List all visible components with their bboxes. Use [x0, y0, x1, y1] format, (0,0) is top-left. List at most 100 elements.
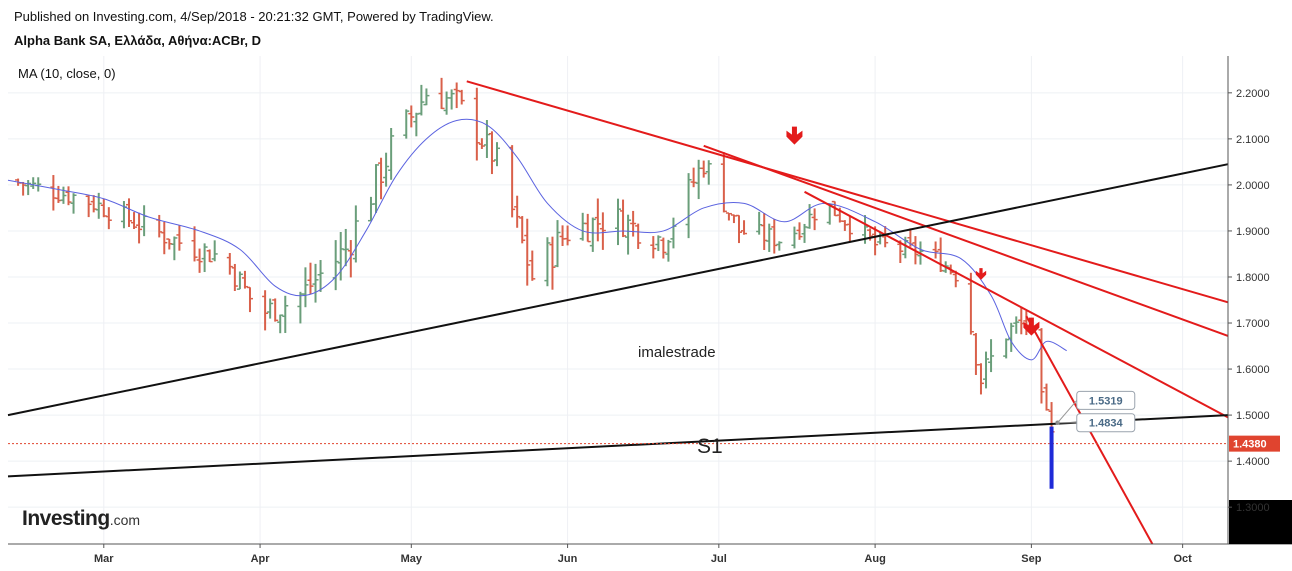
y-tick-label: 2.2000 [1236, 88, 1270, 100]
y-tick-label: 2.1000 [1236, 134, 1270, 146]
x-tick-label: Mar [94, 553, 114, 565]
ohlc-bar [448, 89, 455, 110]
y-tick-label: 1.6000 [1236, 364, 1270, 376]
ohlc-bar [282, 295, 289, 333]
y-tick-label: 1.5000 [1236, 410, 1270, 422]
down-arrows [786, 126, 1040, 336]
ohlc-bar [589, 217, 596, 252]
ohlc-bar [272, 298, 279, 322]
ohlc-bar [720, 152, 727, 213]
price-callout-label: 1.4834 [1089, 418, 1124, 430]
investing-logo[interactable]: Investing.com [22, 507, 140, 531]
down-arrow-icon [1023, 317, 1040, 336]
ohlc-bar [65, 186, 72, 206]
ohlc-bar [211, 240, 218, 262]
ohlc-bar [458, 89, 465, 105]
ohlc-bar [262, 290, 269, 331]
ohlc-bar [226, 253, 233, 275]
x-tick-label: May [401, 553, 423, 565]
ohlc-bar [478, 138, 485, 149]
ohlc-bar [564, 225, 571, 246]
ohlc-bar [171, 236, 178, 261]
trendline-black [7, 163, 1229, 417]
ohlc-bar [196, 248, 203, 273]
ohlc-bar [488, 131, 495, 175]
ohlc-bar [236, 271, 243, 290]
ohlc-bar [1003, 338, 1010, 359]
published-header: Published on Investing.com, 4/Sep/2018 -… [14, 9, 494, 24]
trendline-red [466, 80, 1229, 304]
ohlc-bar [882, 226, 889, 248]
ohlc-bar [201, 243, 208, 273]
ohlc-bar [307, 262, 314, 295]
x-tick-label: Aug [864, 553, 885, 565]
axis-corner-block [1229, 500, 1292, 544]
ohlc-bar [423, 88, 430, 106]
ohlc-bar [529, 250, 536, 281]
ohlc-bar [655, 235, 662, 252]
ohlc-bar [473, 87, 480, 161]
y-tick-label: 1.3000 [1236, 502, 1270, 514]
logo-main-text: Investing [22, 507, 110, 530]
ohlc-bar [630, 210, 637, 237]
last-price-label: 1.4380 [1233, 439, 1267, 451]
ohlc-bar [544, 237, 551, 287]
x-tick-label: Apr [251, 553, 271, 565]
axes: 1.3000 1.4000 1.5000 1.6000 1.7000 1.8000 1.90… [8, 56, 1292, 565]
ohlc-bar [741, 220, 748, 235]
last-price-badge [1229, 435, 1280, 452]
ohlc-bar [756, 211, 763, 235]
ohlc-bar [231, 263, 238, 292]
ohlc-bar [494, 142, 501, 167]
ohlc-bar [105, 207, 112, 230]
ohlc-bar [312, 263, 319, 303]
ohlc-bar [383, 152, 390, 187]
x-tick-label: Jun [558, 553, 578, 565]
logo-suffix-text: .com [109, 512, 141, 528]
ohlc-bar [700, 160, 707, 178]
ohlc-bar [811, 208, 818, 231]
ohlc-bar [388, 127, 395, 180]
ohlc-bar [25, 180, 32, 196]
ohlc-bar [352, 205, 359, 263]
ohlc-bar [136, 212, 143, 244]
ohlc-bar [453, 82, 460, 109]
ohlc-bar [317, 260, 324, 292]
ohlc-bar [1043, 383, 1050, 411]
y-tick-label: 1.8000 [1236, 272, 1270, 284]
ohlc-bar [60, 186, 67, 204]
ohlc-bar [246, 286, 253, 313]
ohlc-bar [594, 198, 601, 242]
trendline-black [7, 414, 1229, 478]
ohlc-bar [725, 212, 732, 221]
x-tick-label: Oct [1173, 553, 1192, 565]
ohlc-bar [967, 272, 974, 335]
ohlc-bars [15, 77, 1055, 445]
price-callout-leader [1057, 400, 1078, 424]
ohlc-bar [514, 195, 521, 228]
trendline-red [804, 190, 1229, 419]
ohlc-bar [771, 219, 778, 254]
ohlc-bar [615, 198, 621, 246]
ohlc-bar [549, 236, 556, 290]
ohlc-bar [735, 214, 742, 244]
ohlc-bar [897, 240, 904, 264]
down-arrow-icon [786, 126, 803, 145]
ohlc-bar [277, 314, 284, 334]
ohlc-bar [932, 241, 939, 259]
ma-indicator-label[interactable]: MA (10, close, 0) [18, 66, 116, 81]
ohlc-bar [1038, 328, 1045, 404]
y-tick-label: 1.9000 [1236, 226, 1270, 238]
down-arrow-icon [975, 268, 987, 280]
ohlc-bar [408, 105, 415, 128]
ohlc-bar [584, 213, 591, 243]
ohlc-bar [1013, 316, 1020, 334]
ohlc-bar [378, 157, 385, 200]
ohlc-bar [342, 228, 349, 267]
ohlc-bar [650, 236, 657, 259]
ohlc-bar [483, 119, 490, 158]
ohlc-bar [418, 84, 425, 116]
ohlc-bar [161, 221, 168, 255]
